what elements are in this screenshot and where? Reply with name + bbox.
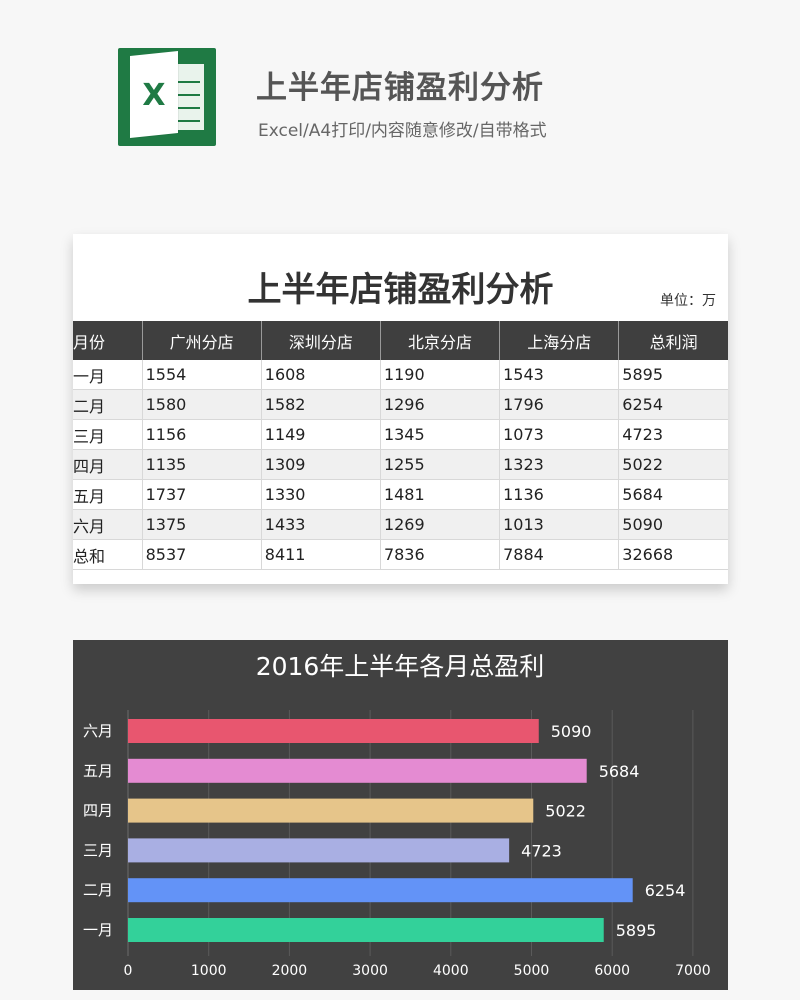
value-cell: 1156 (141, 419, 262, 450)
table-row: 三月 1156 1149 1345 1073 4723 (73, 419, 728, 450)
y-category-label: 二月 (83, 881, 113, 899)
x-tick-label: 0 (124, 963, 133, 979)
table-title: 上半年店铺盈利分析 (247, 270, 554, 310)
bar-value-label: 4723 (521, 841, 562, 860)
x-tick-label: 4000 (433, 963, 469, 979)
month-cell: 四月 (73, 449, 143, 480)
profit-table-card: 上半年店铺盈利分析 单位：万 月份 广州分店 深圳分店 北京分店 上海分店 总利… (73, 234, 728, 584)
value-cell: 1073 (499, 419, 619, 450)
value-cell: 4723 (618, 419, 728, 450)
bar (128, 798, 534, 823)
month-cell: 三月 (73, 419, 143, 450)
y-category-label: 四月 (83, 802, 113, 820)
y-category-label: 一月 (83, 921, 113, 939)
value-cell: 6254 (618, 389, 728, 420)
profit-table: 月份 广州分店 深圳分店 北京分店 上海分店 总利润 一月 1554 1608 119… (73, 321, 728, 570)
chart-svg: 2016年上半年各月总盈利 0 1000 2000 3000 4000 5000 6000 70… (83, 652, 711, 979)
month-cell: 一月 (73, 360, 143, 390)
y-category-label: 五月 (83, 762, 113, 780)
value-cell: 5090 (618, 509, 728, 540)
value-cell: 1296 (379, 389, 500, 420)
value-cell: 1323 (499, 449, 619, 480)
y-category-label: 六月 (83, 722, 113, 740)
bar (128, 878, 633, 903)
bar-value-label: 6254 (645, 881, 686, 900)
value-cell: 1481 (379, 479, 500, 510)
page-subtitle: Excel/A4打印/内容随意修改/自带格式 (258, 121, 547, 141)
bar-value-label: 5090 (551, 722, 592, 741)
col-header: 总利润 (618, 321, 728, 360)
col-header: 北京分店 (379, 321, 500, 360)
bar (128, 918, 604, 942)
page-title: 上半年店铺盈利分析 (256, 70, 544, 106)
value-cell: 7884 (499, 539, 619, 570)
value-cell: 1375 (141, 509, 262, 540)
value-cell: 1737 (141, 479, 262, 510)
value-cell: 1345 (379, 419, 500, 450)
monthly-profit-chart: 2016年上半年各月总盈利 0 1000 2000 3000 4000 5000 6000 70… (73, 640, 728, 990)
table-row: 二月 1580 1582 1296 1796 6254 (73, 389, 728, 420)
excel-logo-icon: X (118, 48, 216, 146)
bar (128, 719, 539, 743)
month-cell: 六月 (73, 509, 143, 540)
value-cell: 8537 (141, 539, 262, 570)
x-tick-label: 1000 (191, 963, 227, 979)
value-cell: 5022 (618, 449, 728, 480)
value-cell: 1796 (499, 389, 619, 420)
value-cell: 1269 (379, 509, 500, 540)
logo-letter: X (142, 78, 166, 113)
x-tick-label: 7000 (675, 963, 711, 979)
x-tick-label: 2000 (272, 963, 308, 979)
value-cell: 1580 (141, 389, 262, 420)
value-cell: 1554 (141, 360, 262, 390)
bar-value-label: 5895 (616, 921, 657, 940)
value-cell: 1255 (379, 449, 500, 480)
table-header-row: 月份 广州分店 深圳分店 北京分店 上海分店 总利润 (73, 321, 728, 360)
value-cell: 1330 (260, 479, 381, 510)
value-cell: 1190 (379, 360, 500, 390)
value-cell: 7836 (379, 539, 500, 570)
table-row: 总和 8537 8411 7836 7884 32668 (73, 539, 728, 570)
col-header: 上海分店 (499, 321, 619, 360)
y-category-label: 三月 (83, 841, 113, 859)
unit-label: 单位：万 (660, 293, 716, 309)
value-cell: 5895 (618, 360, 728, 390)
bar (128, 758, 587, 783)
value-cell: 1135 (141, 449, 262, 480)
table-row: 六月 1375 1433 1269 1013 5090 (73, 509, 728, 540)
value-cell: 1543 (499, 360, 619, 390)
value-cell: 1149 (260, 419, 381, 450)
table-row: 五月 1737 1330 1481 1136 5684 (73, 479, 728, 510)
value-cell: 1608 (260, 360, 381, 390)
value-cell: 1582 (260, 389, 381, 420)
col-header: 月份 (73, 321, 143, 360)
x-tick-label: 5000 (514, 963, 550, 979)
value-cell: 5684 (618, 479, 728, 510)
value-cell: 1309 (260, 449, 381, 480)
col-header: 广州分店 (141, 321, 262, 360)
month-cell: 二月 (73, 389, 143, 420)
x-tick-label: 3000 (352, 963, 388, 979)
month-cell: 五月 (73, 479, 143, 510)
value-cell: 1013 (499, 509, 619, 540)
table-row: 四月 1135 1309 1255 1323 5022 (73, 449, 728, 480)
bar-value-label: 5684 (599, 762, 640, 781)
col-header: 深圳分店 (260, 321, 381, 360)
value-cell: 8411 (260, 539, 381, 570)
month-cell: 总和 (73, 539, 143, 570)
chart-title: 2016年上半年各月总盈利 (256, 652, 545, 681)
value-cell: 1433 (260, 509, 381, 540)
x-tick-label: 6000 (594, 963, 630, 979)
value-cell: 32668 (618, 539, 728, 570)
bar-value-label: 5022 (545, 802, 586, 821)
value-cell: 1136 (499, 479, 619, 510)
table-row: 一月 1554 1608 1190 1543 5895 (73, 360, 728, 390)
bar (128, 838, 510, 863)
